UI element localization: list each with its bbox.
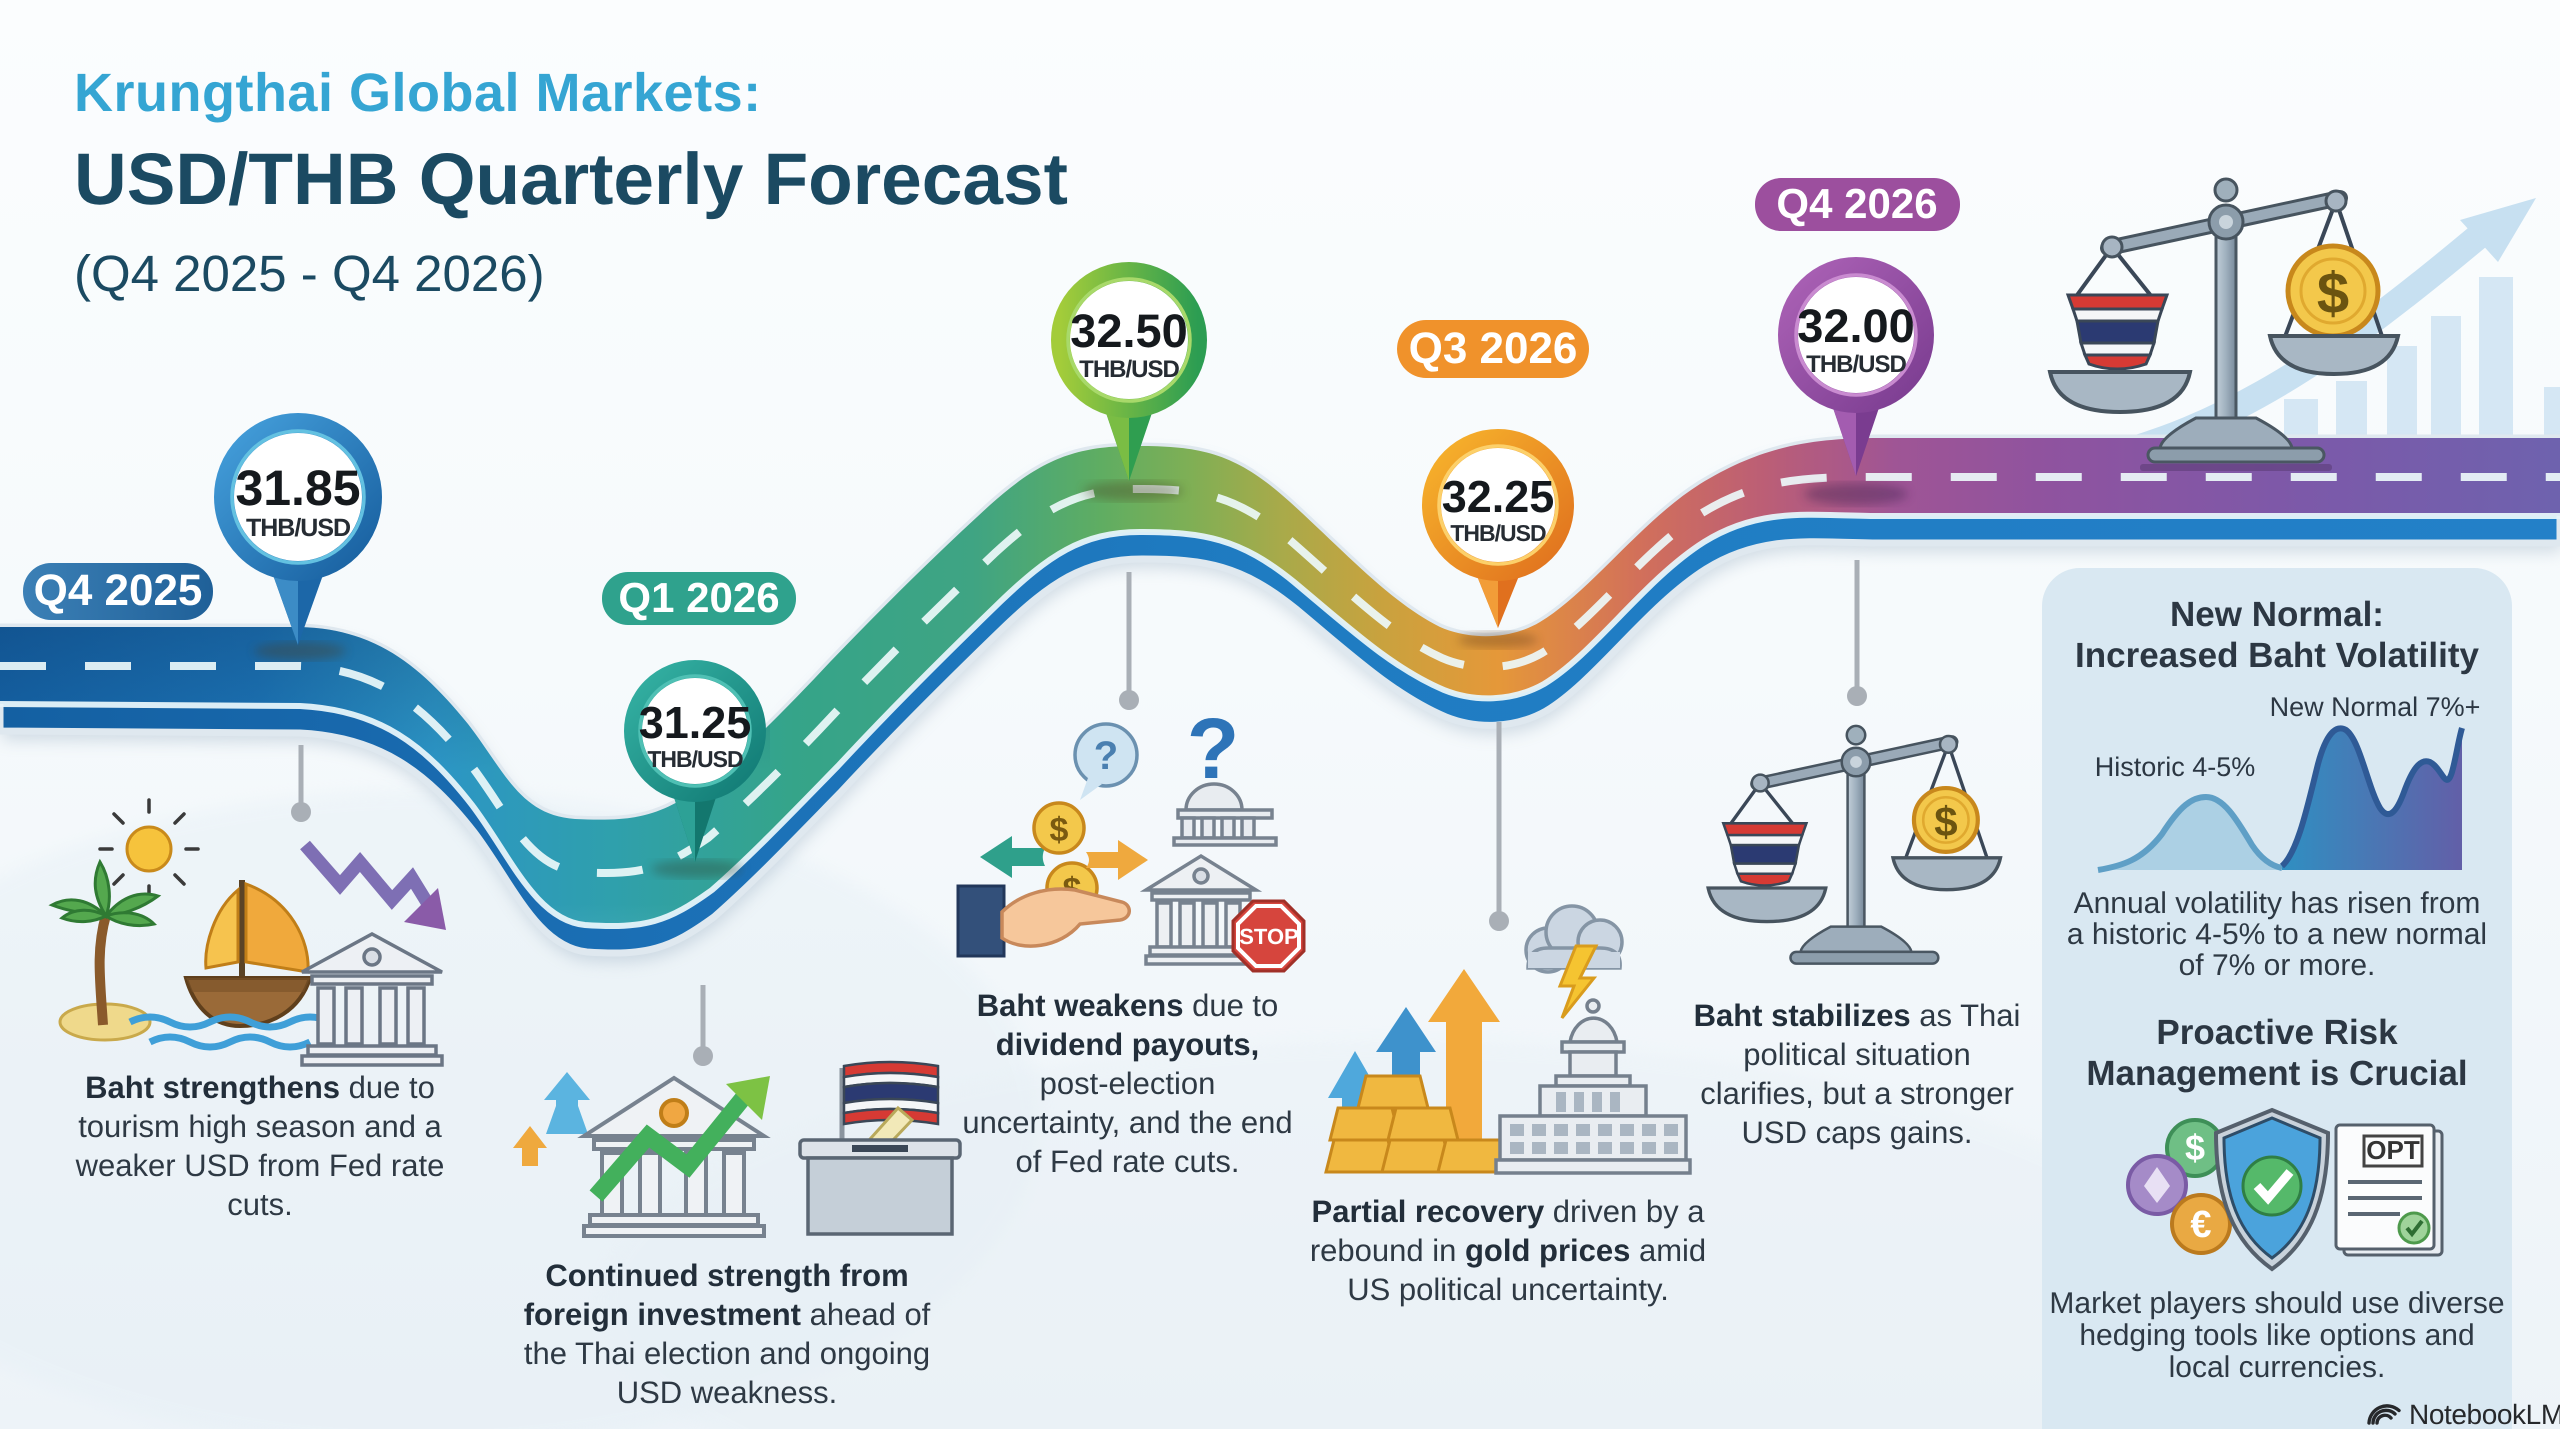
svg-text:32.25: 32.25: [1442, 471, 1555, 522]
svg-text:Q4 2026: Q4 2026: [1776, 180, 1937, 227]
svg-text:Q3 2026: Q3 2026: [1409, 324, 1578, 373]
svg-text:€: €: [2190, 1204, 2211, 1246]
svg-text:NotebookLM: NotebookLM: [2409, 1399, 2560, 1429]
svg-text:THB/USD: THB/USD: [1450, 520, 1546, 546]
svg-text:THB/USD: THB/USD: [647, 746, 743, 772]
svg-text:Q4 2025: Q4 2025: [34, 566, 203, 615]
svg-text:$: $: [2317, 261, 2349, 326]
svg-text:31.85: 31.85: [235, 460, 360, 516]
svg-text:STOP: STOP: [1239, 924, 1299, 949]
svg-text:?: ?: [1187, 701, 1240, 797]
svg-text:?: ?: [1094, 734, 1118, 778]
svg-text:THB/USD: THB/USD: [1806, 351, 1906, 378]
svg-text:THB/USD: THB/USD: [246, 514, 350, 542]
svg-text:32.50: 32.50: [1070, 304, 1188, 357]
svg-text:$: $: [1050, 811, 1069, 849]
svg-text:$: $: [1934, 798, 1958, 845]
svg-text:31.25: 31.25: [639, 697, 752, 748]
svg-text:32.00: 32.00: [1797, 299, 1915, 352]
svg-text:$: $: [2185, 1127, 2205, 1168]
svg-text:THB/USD: THB/USD: [1079, 356, 1179, 383]
svg-text:OPT: OPT: [2366, 1135, 2420, 1165]
svg-text:Q1 2026: Q1 2026: [618, 574, 779, 621]
